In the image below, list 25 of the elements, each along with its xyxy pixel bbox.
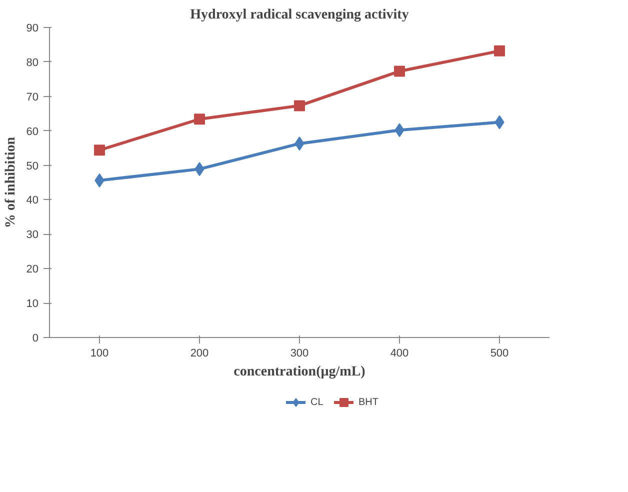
- x-tick-label: 300: [290, 348, 309, 360]
- y-tick-label: 80: [26, 56, 39, 69]
- y-tick-label: 40: [26, 194, 39, 207]
- y-tick-label: 50: [26, 160, 39, 172]
- y-tick-label: 20: [26, 264, 39, 276]
- y-tick-label: 0: [32, 332, 39, 344]
- y-tick-label: 60: [26, 126, 39, 138]
- x-tick-label: 400: [390, 348, 409, 360]
- point: [294, 100, 305, 112]
- y-tick-label: 30: [26, 229, 39, 242]
- x-tick-label: 100: [90, 348, 109, 360]
- chart-title: Hydroxyl radical scavenging activity: [190, 8, 409, 22]
- point: [194, 114, 205, 125]
- legend-label: CL: [310, 396, 324, 408]
- y-tick-label: 70: [26, 91, 39, 104]
- y-tick-label: 90: [26, 22, 39, 34]
- point: [494, 45, 505, 56]
- x-tick-label: 200: [190, 348, 209, 360]
- y-axis-title: % of inhibition: [3, 136, 18, 228]
- point: [94, 144, 105, 156]
- x-axis-title: concentration(µg/mL): [234, 364, 366, 380]
- y-tick-label: 10: [26, 298, 39, 310]
- point: [394, 66, 405, 77]
- x-tick-label: 500: [490, 348, 509, 360]
- legend-label: BHT: [358, 396, 378, 408]
